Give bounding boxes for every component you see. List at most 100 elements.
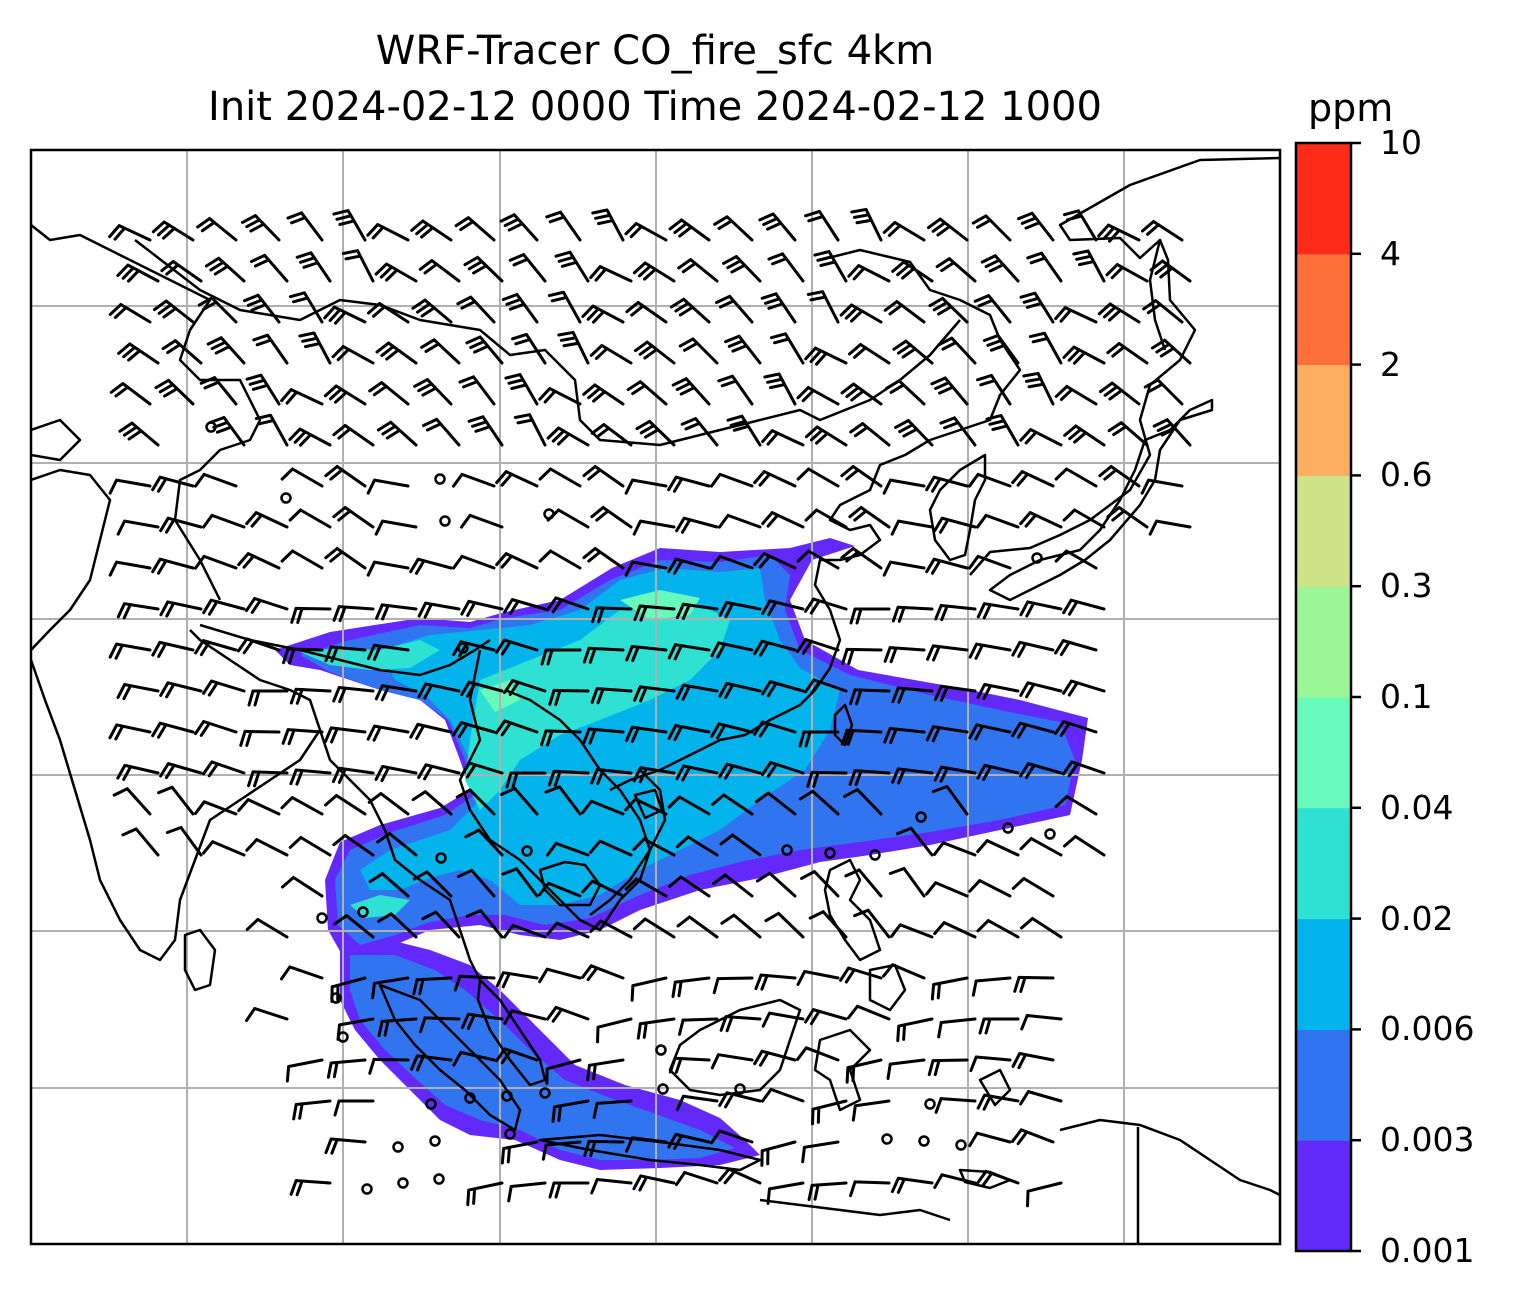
wind-barb xyxy=(582,383,625,406)
wind-barb xyxy=(375,341,418,365)
wind-barb xyxy=(108,642,152,660)
calm-wind-circle xyxy=(918,1135,930,1147)
coast-philippines xyxy=(823,858,882,962)
calm-wind-circle xyxy=(439,515,451,527)
wind-barb xyxy=(495,470,539,488)
co-fire-plume xyxy=(275,538,1088,1170)
wind-barb xyxy=(366,223,410,242)
wind-barb xyxy=(968,642,1012,660)
wind-barb xyxy=(927,1058,969,1077)
wind-barb xyxy=(324,464,367,488)
border-central-asia xyxy=(31,468,112,651)
wind-barb xyxy=(151,475,195,493)
wind-barb xyxy=(546,841,590,857)
wind-barb xyxy=(668,875,711,898)
wind-barb xyxy=(1020,1013,1063,1031)
calm-wind-circle xyxy=(434,473,446,485)
wind-barb xyxy=(409,557,453,575)
wind-barb xyxy=(413,378,453,406)
wind-barb xyxy=(883,726,926,745)
wind-barb xyxy=(237,798,281,816)
wind-barb xyxy=(808,910,848,939)
wind-barb xyxy=(366,643,410,661)
wind-barb xyxy=(978,1017,1020,1035)
calm-wind-circle xyxy=(464,1092,476,1104)
calm-wind-circle xyxy=(392,1141,404,1153)
wind-barb xyxy=(421,910,461,939)
wind-barb xyxy=(324,793,367,816)
wind-barb xyxy=(1062,760,1106,778)
wind-barb xyxy=(590,767,633,786)
wind-barb xyxy=(326,1058,367,1079)
wind-barb xyxy=(798,789,840,816)
colorbar-segment xyxy=(1296,697,1351,809)
wind-barb xyxy=(851,1099,891,1122)
calm-wind-circle xyxy=(781,844,793,856)
wind-barb xyxy=(460,1012,504,1030)
wind-barb xyxy=(206,336,246,365)
wind-barb xyxy=(1148,519,1192,536)
wind-barb xyxy=(281,728,324,746)
wind-barb xyxy=(501,292,539,324)
wind-barb xyxy=(968,879,1012,898)
wind-barb xyxy=(202,760,246,778)
wind-barb xyxy=(668,218,711,242)
wind-barb xyxy=(813,250,848,283)
wind-barb xyxy=(331,345,375,365)
wind-barb xyxy=(112,787,152,816)
wind-barb xyxy=(1020,916,1063,939)
coast-lesser-sunda xyxy=(759,1198,951,1222)
wind-barb xyxy=(625,300,668,324)
wind-barb xyxy=(843,788,883,816)
wind-barb xyxy=(883,300,926,324)
wind-barb xyxy=(286,211,324,242)
wind-barb xyxy=(374,765,418,783)
wind-barb xyxy=(624,478,668,495)
wind-barb xyxy=(495,638,539,656)
wind-barb xyxy=(503,678,547,696)
wind-barb xyxy=(557,330,590,365)
calm-wind-circle xyxy=(357,906,369,918)
wind-barb xyxy=(1062,345,1106,365)
wind-barb xyxy=(1026,251,1063,283)
wind-barb xyxy=(758,212,797,242)
calm-wind-circle xyxy=(924,1098,936,1110)
wind-barb xyxy=(632,519,676,536)
calm-wind-circle xyxy=(955,1139,967,1151)
colorbar-segment xyxy=(1296,807,1351,920)
wind-barb xyxy=(116,763,160,781)
wind-barb xyxy=(796,970,840,986)
wind-barb xyxy=(680,417,719,447)
wind-barb xyxy=(582,464,625,488)
wind-barb xyxy=(374,684,418,702)
border-indochina xyxy=(458,649,652,932)
wind-barb xyxy=(934,603,977,622)
wind-barb xyxy=(1062,209,1098,242)
wind-barb xyxy=(453,974,496,992)
wind-barb xyxy=(718,762,762,780)
wind-barb xyxy=(713,215,754,242)
wind-barb xyxy=(538,881,582,898)
calm-wind-circle xyxy=(734,1083,746,1095)
wind-barb xyxy=(581,964,625,982)
wind-barb xyxy=(366,478,410,495)
wind-barb xyxy=(939,416,977,447)
wind-barb xyxy=(671,976,711,999)
wind-barb xyxy=(675,516,719,534)
wind-barb xyxy=(933,516,977,534)
wind-barb xyxy=(458,375,496,406)
coast-sumatra xyxy=(378,983,522,1132)
wind-barb xyxy=(894,419,934,447)
wind-barb xyxy=(934,1097,977,1114)
wind-barb xyxy=(1011,470,1055,488)
wind-barb xyxy=(973,294,1012,324)
wind-barb xyxy=(890,519,934,536)
wind-barb xyxy=(715,294,754,324)
wind-barb xyxy=(892,339,934,365)
wind-barb xyxy=(464,828,504,857)
coast-east-asia xyxy=(969,156,1280,576)
wind-barb xyxy=(753,1049,797,1067)
wind-barb xyxy=(538,967,582,984)
wind-barb xyxy=(1141,219,1184,242)
wind-barb xyxy=(457,868,496,898)
